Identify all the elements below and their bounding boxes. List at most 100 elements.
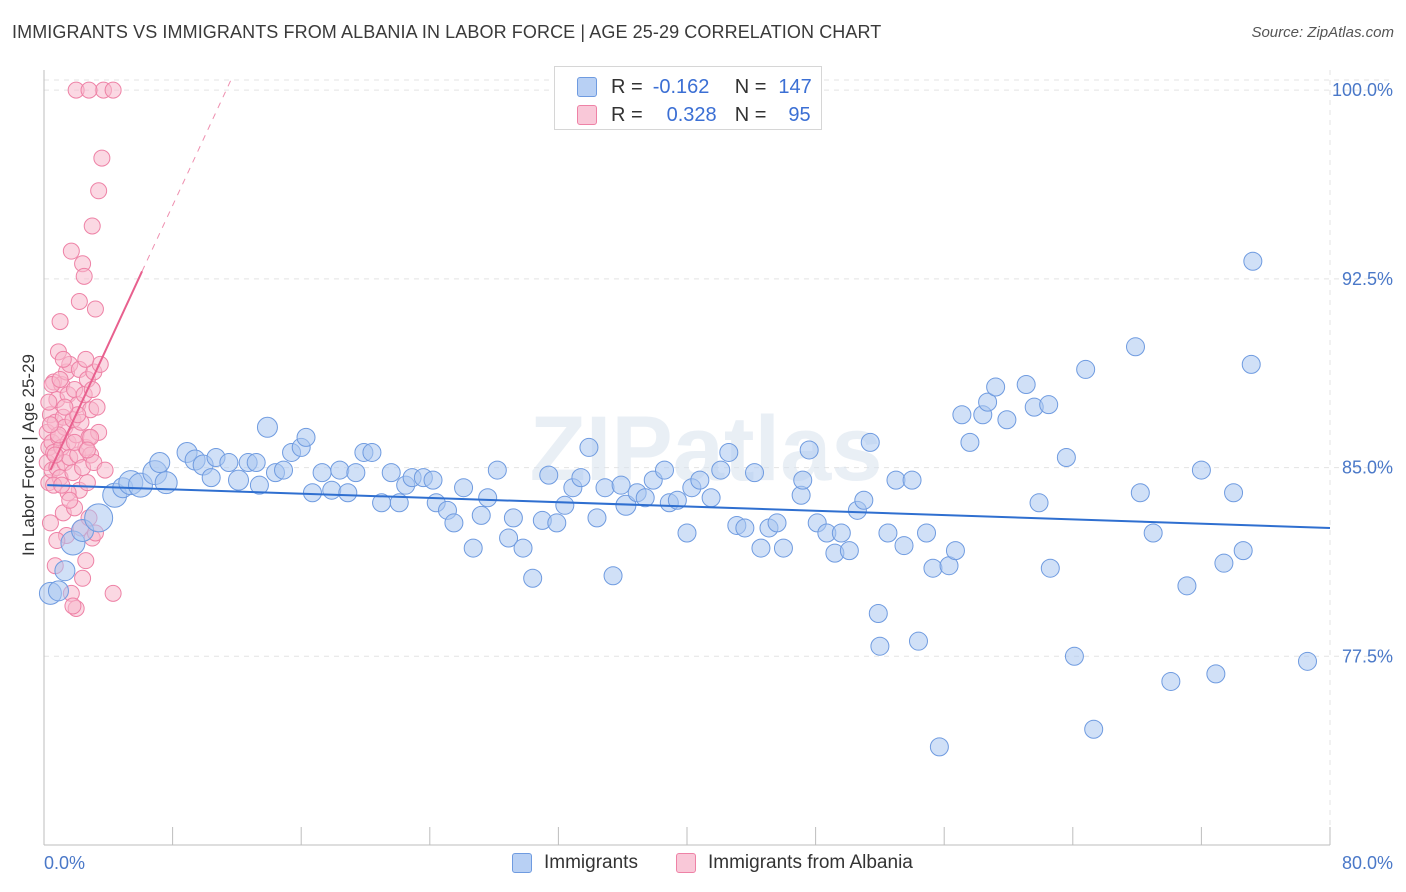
legend-n-label: N = [734, 75, 767, 98]
y-tick-label-1: 85.0% [1342, 458, 1393, 478]
point-immigrants-132 [1214, 553, 1234, 573]
point-immigrants-137 [1297, 651, 1317, 671]
chart-title: IMMIGRANTS VS IMMIGRANTS FROM ALBANIA IN… [12, 22, 882, 42]
point-immigrants-120 [1040, 558, 1060, 578]
x-tick-label-1: 80.0% [1342, 853, 1393, 873]
point-immigrants-88 [799, 440, 819, 460]
point-immigrants-89 [793, 470, 813, 490]
point-immigrants-28 [296, 427, 316, 447]
point-immigrants-62 [579, 437, 599, 457]
trend-lines [47, 77, 1331, 529]
point-immigrants-74 [677, 523, 697, 543]
point-immigrants-93 [831, 523, 851, 543]
point-immigrants-133 [1224, 483, 1244, 503]
stats-legend: R = -0.162 N = 147 R = 0.328 N = 95 [554, 66, 822, 130]
point-immigrants-128 [1161, 671, 1181, 691]
point-albania-65 [93, 149, 111, 167]
point-immigrants-58 [547, 513, 567, 533]
tick-labels: 77.5% 85.0% 92.5% 100.0% 0.0% 80.0% [44, 80, 1393, 873]
point-immigrants-121 [1056, 448, 1076, 467]
point-immigrants-33 [338, 483, 358, 503]
point-immigrants-51 [487, 460, 507, 480]
point-albania-79 [66, 433, 84, 451]
legend-row-immigrants: R = -0.162 N = 147 [577, 74, 812, 100]
point-immigrants-111 [960, 432, 980, 452]
point-albania-62 [90, 182, 108, 200]
point-albania-91 [74, 569, 92, 587]
point-immigrants-32 [330, 460, 350, 480]
point-immigrants-123 [1076, 359, 1096, 379]
point-albania-77 [40, 393, 58, 411]
point-immigrants-30 [312, 463, 332, 483]
point-albania-49 [77, 552, 95, 570]
point-immigrants-54 [513, 538, 533, 558]
bottom-legend: Immigrants Immigrants from Albania [0, 852, 1406, 878]
source-credit: Source: ZipAtlas.com [1251, 24, 1394, 41]
bottom-legend-immigrants[interactable]: Immigrants [512, 852, 638, 874]
point-immigrants-71 [654, 460, 674, 480]
y-tick-label-2: 92.5% [1342, 269, 1393, 289]
point-immigrants-127 [1143, 523, 1163, 543]
point-immigrants-18 [219, 453, 239, 473]
point-immigrants-100 [878, 523, 898, 543]
y-tick-label-3: 100.0% [1332, 80, 1393, 100]
point-albania-5 [41, 514, 59, 532]
point-immigrants-21 [246, 453, 266, 473]
point-immigrants-19 [228, 469, 250, 491]
point-albania-93 [56, 398, 74, 416]
point-immigrants-48 [463, 538, 483, 558]
series-immigrants-points [38, 251, 1317, 757]
point-albania-74 [54, 350, 72, 368]
point-immigrants-31 [322, 480, 342, 500]
point-immigrants-23 [256, 416, 278, 438]
y-axis-label: In Labor Force | Age 25-29 [19, 354, 38, 556]
bottom-legend-label-immigrants: Immigrants [544, 852, 638, 873]
point-immigrants-99 [870, 636, 890, 656]
legend-swatch-immigrants [577, 77, 597, 97]
point-immigrants-59 [555, 495, 575, 515]
legend-swatch-albania [577, 105, 597, 125]
point-immigrants-83 [751, 538, 771, 558]
point-albania-61 [88, 398, 106, 416]
point-immigrants-86 [773, 538, 793, 558]
point-immigrants-129 [1177, 576, 1197, 596]
legend-r-label: R = [611, 75, 643, 98]
point-immigrants-131 [1206, 664, 1226, 684]
y-tick-label-0: 77.5% [1342, 646, 1393, 666]
point-immigrants-2 [54, 560, 76, 582]
point-immigrants-69 [635, 488, 655, 508]
point-immigrants-114 [986, 377, 1006, 397]
legend-n-value: 95 [788, 103, 811, 126]
point-albania-86 [41, 416, 59, 434]
point-immigrants-25 [274, 460, 294, 480]
point-immigrants-106 [923, 558, 943, 578]
point-immigrants-110 [952, 405, 972, 425]
point-immigrants-82 [745, 463, 765, 483]
point-immigrants-49 [471, 505, 491, 525]
point-immigrants-126 [1130, 483, 1150, 503]
point-immigrants-50 [478, 488, 498, 508]
point-immigrants-130 [1191, 460, 1211, 480]
point-albania-68 [96, 461, 114, 479]
point-immigrants-118 [1029, 493, 1049, 513]
point-immigrants-29 [302, 483, 322, 503]
point-albania-51 [78, 474, 96, 492]
point-albania-60 [86, 300, 104, 318]
point-immigrants-5 [84, 503, 114, 533]
legend-n-label: N = [734, 103, 767, 126]
point-immigrants-17 [201, 468, 221, 488]
point-immigrants-94 [839, 541, 859, 561]
point-immigrants-116 [1016, 375, 1036, 395]
bottom-legend-albania[interactable]: Immigrants from Albania [676, 852, 913, 874]
point-immigrants-115 [997, 410, 1017, 430]
point-immigrants-124 [1084, 719, 1104, 739]
point-immigrants-85 [767, 513, 787, 533]
legend-r-value: 0.328 [666, 103, 717, 126]
point-immigrants-55 [523, 568, 543, 588]
legend-n-value: 147 [778, 75, 812, 98]
point-immigrants-104 [908, 631, 928, 651]
point-immigrants-96 [854, 490, 874, 510]
point-albania-67 [104, 81, 122, 99]
point-immigrants-53 [503, 508, 523, 528]
point-immigrants-109 [945, 541, 965, 561]
